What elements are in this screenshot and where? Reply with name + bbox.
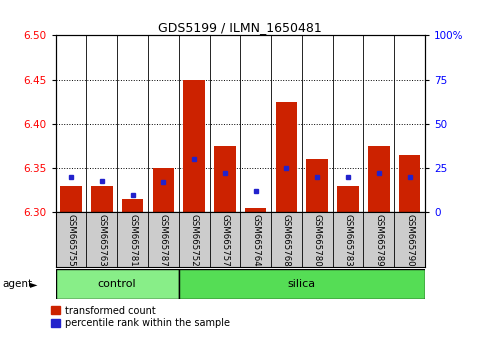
Bar (60, 186, 82, 212)
Text: GSM665787: GSM665787 (159, 214, 168, 267)
Text: ►: ► (30, 279, 38, 289)
Bar (276, 102, 297, 212)
Title: GDS5199 / ILMN_1650481: GDS5199 / ILMN_1650481 (158, 21, 322, 34)
Text: agent: agent (2, 279, 32, 289)
Bar (307, 159, 328, 212)
Bar (214, 146, 236, 212)
Text: GSM665783: GSM665783 (343, 214, 353, 267)
Bar (399, 155, 420, 212)
Legend: transformed count, percentile rank within the sample: transformed count, percentile rank withi… (51, 306, 230, 328)
Text: GSM665790: GSM665790 (405, 214, 414, 267)
Bar (368, 146, 390, 212)
Text: GSM665755: GSM665755 (67, 214, 75, 267)
Text: GSM665752: GSM665752 (190, 214, 199, 267)
Text: silica: silica (288, 279, 316, 289)
Text: GSM665789: GSM665789 (374, 214, 384, 267)
Text: GSM665763: GSM665763 (97, 214, 106, 267)
Bar (245, 208, 267, 212)
Text: GSM665781: GSM665781 (128, 214, 137, 267)
Bar (184, 80, 205, 212)
Text: control: control (98, 279, 136, 289)
Bar (179, 269, 425, 299)
Text: GSM665780: GSM665780 (313, 214, 322, 267)
Bar (91, 186, 113, 212)
Text: GSM665764: GSM665764 (251, 214, 260, 267)
Text: GSM665768: GSM665768 (282, 214, 291, 267)
Text: GSM665757: GSM665757 (220, 214, 229, 267)
Bar (153, 168, 174, 212)
Bar (337, 186, 359, 212)
Bar (56, 269, 179, 299)
Bar (122, 199, 143, 212)
